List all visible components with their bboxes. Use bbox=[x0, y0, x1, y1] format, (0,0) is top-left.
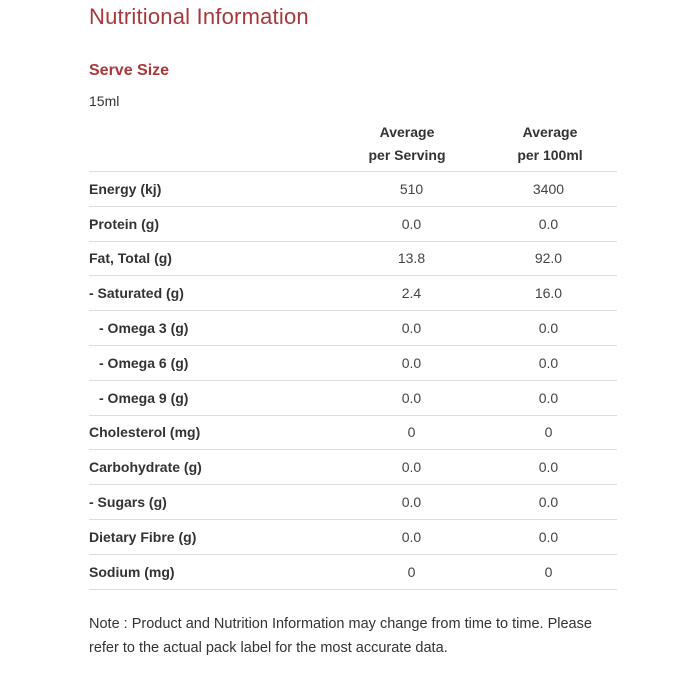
value-per-100ml: 0.0 bbox=[479, 484, 617, 520]
column-header-line: per Serving bbox=[368, 147, 446, 163]
serve-size-value: 15ml bbox=[89, 93, 120, 109]
serve-size-heading: Serve Size bbox=[89, 62, 170, 79]
value-per-serving: 0.0 bbox=[343, 379, 480, 416]
nutrition-table: Energy (kj) 510 3400 Protein (g) 0.0 0.0 Fat, … bbox=[89, 171, 617, 590]
nutrient-label: Protein (g) bbox=[89, 205, 344, 242]
table-row: Sodium (mg) 0 0 bbox=[89, 553, 617, 590]
table-row: Protein (g) 0.0 0.0 bbox=[89, 205, 617, 242]
table-row: Carbohydrate (g) 0.0 0.0 bbox=[89, 449, 617, 485]
value-per-serving: 13.8 bbox=[343, 240, 480, 276]
nutrient-label: - Omega 9 (g) bbox=[89, 379, 344, 416]
value-per-serving: 0.0 bbox=[343, 205, 480, 242]
value-per-serving: 0.0 bbox=[343, 310, 480, 346]
column-header-line: Average bbox=[379, 124, 435, 140]
value-per-serving: 2.4 bbox=[343, 275, 480, 311]
value-per-100ml: 92.0 bbox=[479, 240, 617, 276]
value-per-100ml: 0.0 bbox=[479, 344, 617, 381]
value-per-serving: 0.0 bbox=[343, 484, 480, 520]
column-header-line: Average bbox=[522, 124, 578, 140]
table-row: - Omega 3 (g) 0.0 0.0 bbox=[89, 310, 617, 346]
column-header-per-serving: Average per Serving bbox=[337, 121, 477, 167]
nutrient-label: Fat, Total (g) bbox=[89, 240, 344, 276]
value-per-100ml: 16.0 bbox=[479, 275, 617, 311]
table-row: - Omega 9 (g) 0.0 0.0 bbox=[89, 379, 617, 416]
value-per-serving: 0.0 bbox=[343, 518, 480, 555]
value-per-100ml: 0.0 bbox=[479, 379, 617, 416]
value-per-100ml: 0 bbox=[479, 553, 617, 590]
nutrient-label: - Omega 3 (g) bbox=[89, 310, 344, 346]
value-per-serving: 0.0 bbox=[343, 449, 480, 485]
nutrient-label: - Sugars (g) bbox=[89, 484, 344, 520]
value-per-serving: 0 bbox=[343, 414, 480, 450]
table-row: - Omega 6 (g) 0.0 0.0 bbox=[89, 344, 617, 381]
table-row: - Saturated (g) 2.4 16.0 bbox=[89, 275, 617, 311]
page-title: Nutritional Information bbox=[89, 4, 309, 29]
column-header-line: per 100ml bbox=[517, 147, 583, 163]
nutrient-label: Energy (kj) bbox=[89, 171, 344, 207]
table-row: - Sugars (g) 0.0 0.0 bbox=[89, 484, 617, 520]
nutrient-label: Sodium (mg) bbox=[89, 553, 344, 590]
nutrient-label: Dietary Fibre (g) bbox=[89, 518, 344, 555]
value-per-serving: 510 bbox=[343, 171, 480, 207]
table-row: Dietary Fibre (g) 0.0 0.0 bbox=[89, 518, 617, 555]
value-per-serving: 0.0 bbox=[343, 344, 480, 381]
value-per-100ml: 0.0 bbox=[479, 205, 617, 242]
table-row: Fat, Total (g) 13.8 92.0 bbox=[89, 240, 617, 276]
disclaimer-note: Note : Product and Nutrition Information… bbox=[89, 616, 592, 656]
value-per-serving: 0 bbox=[343, 553, 480, 590]
column-header-per-100ml: Average per 100ml bbox=[480, 121, 620, 167]
nutrient-label: - Saturated (g) bbox=[89, 275, 344, 311]
value-per-100ml: 3400 bbox=[479, 171, 617, 207]
nutrition-table-body: Energy (kj) 510 3400 Protein (g) 0.0 0.0 Fat, … bbox=[89, 171, 617, 590]
table-row: Cholesterol (mg) 0 0 bbox=[89, 414, 617, 450]
nutrient-label: - Omega 6 (g) bbox=[89, 344, 344, 381]
value-per-100ml: 0.0 bbox=[479, 449, 617, 485]
nutrient-label: Cholesterol (mg) bbox=[89, 414, 344, 450]
table-row: Energy (kj) 510 3400 bbox=[89, 171, 617, 207]
nutrient-label: Carbohydrate (g) bbox=[89, 449, 344, 485]
value-per-100ml: 0 bbox=[479, 414, 617, 450]
value-per-100ml: 0.0 bbox=[479, 518, 617, 555]
value-per-100ml: 0.0 bbox=[479, 310, 617, 346]
